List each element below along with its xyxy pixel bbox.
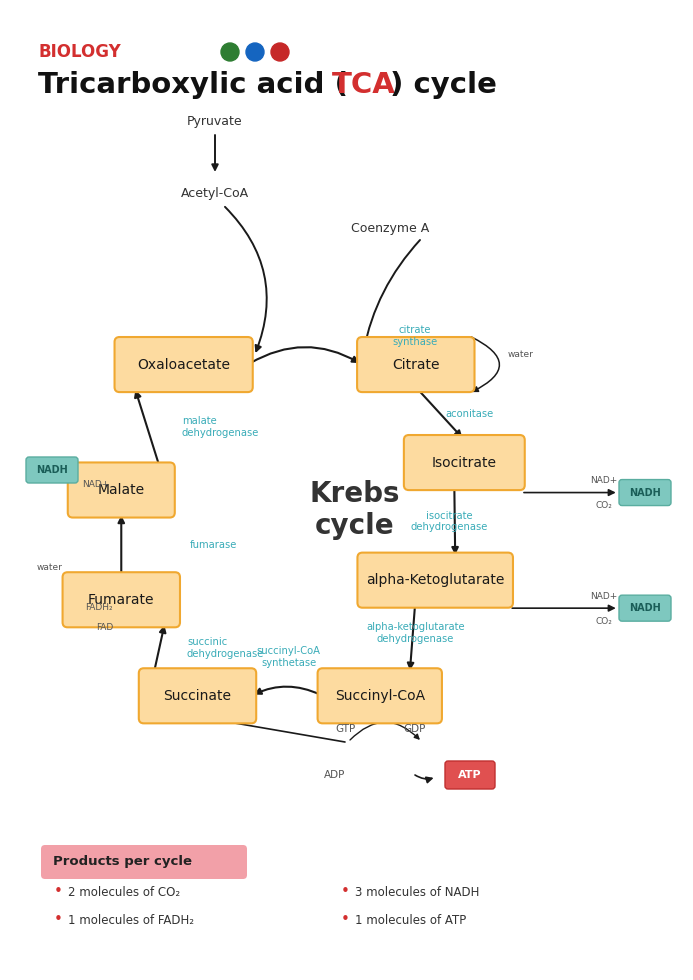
Text: NAD+: NAD+: [82, 480, 109, 489]
Text: Fumarate: Fumarate: [88, 593, 155, 607]
Text: Coenzyme A: Coenzyme A: [351, 222, 429, 235]
Text: Succinyl-CoA: Succinyl-CoA: [335, 689, 425, 703]
FancyBboxPatch shape: [404, 435, 525, 490]
Text: aconitase: aconitase: [446, 409, 494, 418]
Text: isocitrate
dehydrogenase: isocitrate dehydrogenase: [411, 511, 488, 532]
Text: 1 molecules of FADH₂: 1 molecules of FADH₂: [68, 913, 194, 926]
Text: BIOLOGY: BIOLOGY: [38, 43, 121, 61]
Text: NADH: NADH: [629, 488, 661, 498]
Text: 3 molecules of NADH: 3 molecules of NADH: [355, 886, 480, 899]
Text: malate
dehydrogenase: malate dehydrogenase: [182, 416, 259, 438]
Text: CO₂: CO₂: [595, 501, 612, 510]
Text: ATP: ATP: [458, 770, 482, 780]
Text: NAD+: NAD+: [590, 476, 617, 485]
Text: water: water: [37, 563, 62, 571]
FancyBboxPatch shape: [41, 845, 247, 879]
Text: Oxaloacetate: Oxaloacetate: [137, 358, 230, 371]
FancyBboxPatch shape: [445, 761, 495, 789]
Text: •: •: [340, 885, 349, 900]
FancyBboxPatch shape: [358, 553, 513, 608]
FancyBboxPatch shape: [68, 463, 175, 517]
Text: FADH₂: FADH₂: [85, 604, 113, 612]
Text: succinyl-CoA
synthetase: succinyl-CoA synthetase: [256, 646, 321, 667]
FancyBboxPatch shape: [317, 668, 442, 723]
Text: NAD+: NAD+: [590, 592, 617, 601]
Text: Succinate: Succinate: [164, 689, 231, 703]
FancyBboxPatch shape: [114, 337, 253, 392]
Text: citrate
synthase: citrate synthase: [392, 325, 437, 347]
Text: Isocitrate: Isocitrate: [432, 456, 497, 469]
Text: water: water: [507, 350, 534, 359]
Text: •: •: [53, 885, 62, 900]
Text: Malate: Malate: [98, 483, 145, 497]
Text: ) cycle: ) cycle: [390, 71, 497, 99]
FancyBboxPatch shape: [619, 595, 671, 621]
Text: Products per cycle: Products per cycle: [53, 856, 192, 868]
Text: Tricarboxylic acid (: Tricarboxylic acid (: [38, 71, 348, 99]
Text: Acetyl-CoA: Acetyl-CoA: [181, 187, 249, 201]
Text: succinic
dehydrogenase: succinic dehydrogenase: [187, 637, 264, 659]
FancyBboxPatch shape: [619, 479, 671, 506]
Text: GDP: GDP: [404, 724, 426, 734]
Text: NADH: NADH: [629, 603, 661, 613]
Text: TCA: TCA: [332, 71, 396, 99]
Circle shape: [221, 43, 239, 61]
Text: GTP: GTP: [335, 724, 355, 734]
FancyBboxPatch shape: [139, 668, 256, 723]
Text: ADP: ADP: [324, 770, 346, 780]
Text: 1 molecules of ATP: 1 molecules of ATP: [355, 913, 466, 926]
Circle shape: [246, 43, 264, 61]
Text: Pyruvate: Pyruvate: [187, 115, 243, 128]
FancyBboxPatch shape: [357, 337, 475, 392]
Text: •: •: [340, 912, 349, 927]
Text: fumarase: fumarase: [190, 540, 238, 550]
Text: alpha-ketoglutarate
dehydrogenase: alpha-ketoglutarate dehydrogenase: [366, 622, 464, 644]
Text: 2 molecules of CO₂: 2 molecules of CO₂: [68, 886, 180, 899]
FancyBboxPatch shape: [26, 457, 78, 483]
Text: CO₂: CO₂: [595, 616, 612, 625]
Circle shape: [271, 43, 289, 61]
Text: •: •: [53, 912, 62, 927]
FancyBboxPatch shape: [62, 572, 180, 627]
Text: FAD: FAD: [96, 623, 113, 632]
Text: alpha-Ketoglutarate: alpha-Ketoglutarate: [366, 573, 505, 587]
Text: NADH: NADH: [36, 465, 68, 475]
Text: Krebs
cycle: Krebs cycle: [310, 480, 401, 540]
Text: Citrate: Citrate: [392, 358, 439, 371]
